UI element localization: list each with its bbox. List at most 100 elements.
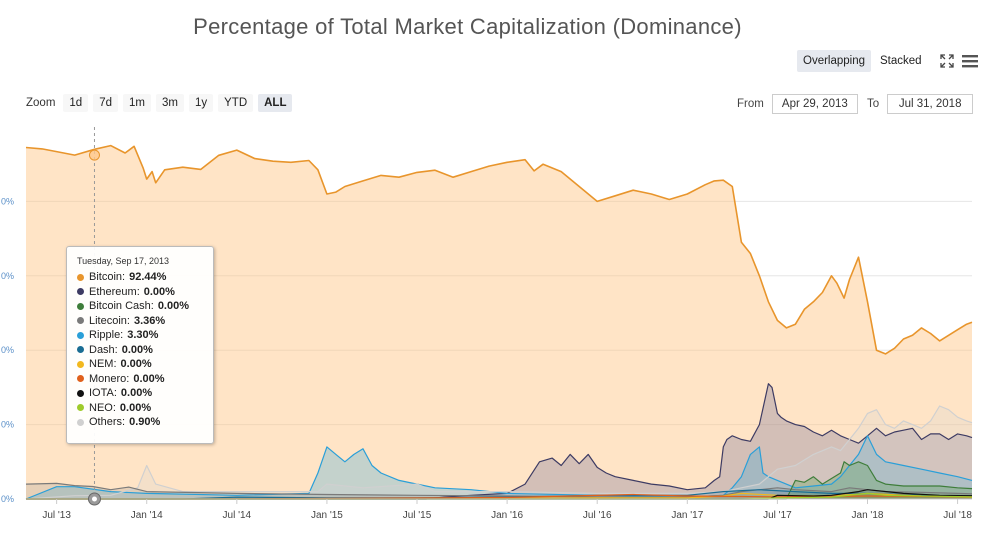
tooltip-series-name: NEM: — [89, 358, 117, 371]
x-tick-label: Jan '15 — [311, 510, 343, 521]
dash-line[interactable] — [26, 489, 973, 500]
tooltip-row: Bitcoin: 92.44% — [77, 270, 213, 285]
legend-dot-icon — [77, 346, 84, 354]
tooltip-row: Ethereum: 0.00% — [77, 285, 213, 300]
zoom-7d-button[interactable]: 7d — [93, 94, 118, 112]
tooltip-row: NEO: 0.00% — [77, 401, 213, 416]
zoom-1d-button[interactable]: 1d — [63, 94, 89, 112]
tooltip-series-name: Monero: — [89, 372, 130, 385]
iota-area — [26, 489, 972, 499]
legend-dot-icon — [77, 360, 84, 368]
tooltip-series-value: 0.00% — [121, 343, 153, 356]
tooltip-series-name: Others: — [89, 416, 126, 429]
bitcoin-area — [26, 145, 972, 499]
tooltip-series-value: 0.00% — [120, 358, 152, 371]
x-tick-label: Jul '15 — [403, 510, 432, 521]
tooltip-date: Tuesday, Sep 17, 2013 — [77, 256, 170, 266]
legend-dot-icon — [77, 288, 84, 296]
x-tick-label: Jan '18 — [852, 510, 884, 521]
tooltip-series-name: Ripple: — [89, 329, 124, 342]
overlapping-button[interactable]: Overlapping — [797, 50, 872, 72]
x-tick-label: Jan '16 — [491, 510, 523, 521]
bitcoin-cash-line[interactable] — [26, 461, 973, 500]
tooltip: Tuesday, Sep 17, 2013 Bitcoin: 92.44% Ethe… — [66, 246, 214, 444]
y-tick-label: 0% — [1, 271, 14, 281]
tooltip-series-value: 0.00% — [133, 372, 165, 385]
tooltip-series-value: 3.36% — [133, 314, 166, 327]
x-tick-label: Jul '17 — [763, 510, 792, 521]
range-to: To Jul 31, 2018 — [867, 94, 974, 114]
legend-dot-icon — [77, 389, 84, 397]
hover-marker — [88, 149, 100, 161]
series-lines — [25, 144, 973, 500]
from-label: From — [737, 98, 764, 110]
ethereum-area — [26, 383, 972, 499]
zoom-all-button[interactable]: ALL — [258, 94, 293, 112]
zoom-bar: Zoom 1d 7d 1m 3m 1y YTD ALL — [26, 94, 297, 112]
tooltip-row: NEM: 0.00% — [77, 357, 213, 372]
y-tick-label: 0% — [1, 196, 14, 206]
x-tick-label: Jan '14 — [131, 510, 163, 521]
tooltip-series-value: 0.00% — [119, 401, 152, 414]
to-date-input[interactable]: Jul 31, 2018 — [887, 94, 974, 114]
x-axis: Jul '13 Jan '14 Jul '14 Jan '15 Jul '15 Jan '… — [26, 498, 972, 521]
x-tick-label: Jul '16 — [583, 510, 612, 521]
x-tick-label: Jul '14 — [223, 510, 252, 521]
hamburger-menu-icon[interactable] — [961, 53, 979, 69]
tooltip-series-name: Bitcoin: — [89, 271, 126, 284]
tooltip-row: Bitcoin Cash: 0.00% — [77, 299, 213, 314]
tooltip-series-value: 3.30% — [127, 329, 159, 342]
flag-marker-center — [91, 496, 97, 502]
tooltip-row: Monero: 0.00% — [77, 372, 213, 387]
tooltip-series-name: Ethereum: — [89, 285, 140, 298]
zoom-1m-button[interactable]: 1m — [123, 94, 151, 112]
tooltip-series-value: 0.90% — [129, 416, 161, 429]
zoom-ytd-button[interactable]: YTD — [218, 94, 254, 112]
tooltip-series-name: IOTA: — [89, 387, 117, 400]
iota-line[interactable] — [26, 489, 973, 500]
zoom-3m-button[interactable]: 3m — [155, 94, 184, 112]
others-line[interactable] — [25, 405, 973, 500]
y-tick-label: 0% — [1, 345, 14, 355]
y-tick-label: 0% — [1, 494, 14, 504]
tooltip-row: Dash: 0.00% — [77, 343, 213, 358]
bitcoin-line[interactable] — [25, 144, 973, 355]
mode-toggle: Overlapping Stacked — [797, 50, 979, 72]
legend-dot-icon — [77, 418, 84, 426]
zoom-label: Zoom — [26, 97, 56, 109]
x-tick-label: Jul '13 — [42, 510, 71, 521]
tooltip-series-value: 0.00% — [143, 285, 175, 298]
ethereum-line[interactable] — [26, 383, 973, 500]
to-label: To — [867, 98, 880, 110]
series-areas — [26, 145, 972, 499]
legend-dot-icon — [77, 404, 84, 412]
tooltip-series-value: 0.00% — [120, 387, 153, 400]
range-from: From Apr 29, 2013 — [737, 94, 858, 114]
expand-icon[interactable] — [939, 53, 955, 69]
y-axis-labels: 0% 0% 0% 0% 0% — [1, 196, 14, 504]
neo-area — [26, 493, 972, 499]
tooltip-row: IOTA: 0.00% — [77, 386, 213, 401]
tooltip-series-name: Dash: — [89, 343, 118, 356]
x-tick-label: Jul '18 — [943, 510, 972, 521]
others-area — [26, 406, 972, 499]
stacked-button[interactable]: Stacked — [880, 55, 922, 67]
legend-dot-icon — [77, 375, 84, 383]
tooltip-row: Ripple: 3.30% — [77, 328, 213, 343]
tooltip-series-name: Litecoin: — [89, 314, 130, 327]
from-date-input[interactable]: Apr 29, 2013 — [771, 94, 858, 114]
legend-dot-icon — [77, 317, 84, 325]
tooltip-series-value: 0.00% — [157, 300, 190, 313]
chart-title: Percentage of Total Market Capitalizatio… — [193, 14, 742, 39]
x-tick-label: Jan '17 — [671, 510, 703, 521]
legend-dot-icon — [77, 273, 84, 281]
tooltip-row: Others: 0.90% — [77, 415, 213, 430]
tooltip-row: Litecoin: 3.36% — [77, 314, 213, 329]
tooltip-series-name: NEO: — [89, 401, 116, 414]
y-tick-label: 0% — [1, 420, 14, 430]
tooltip-series-name: Bitcoin Cash: — [89, 300, 154, 313]
zoom-1y-button[interactable]: 1y — [188, 94, 214, 112]
bitcoin-cash-area — [26, 461, 972, 499]
tooltip-series-value: 92.44% — [129, 271, 167, 284]
